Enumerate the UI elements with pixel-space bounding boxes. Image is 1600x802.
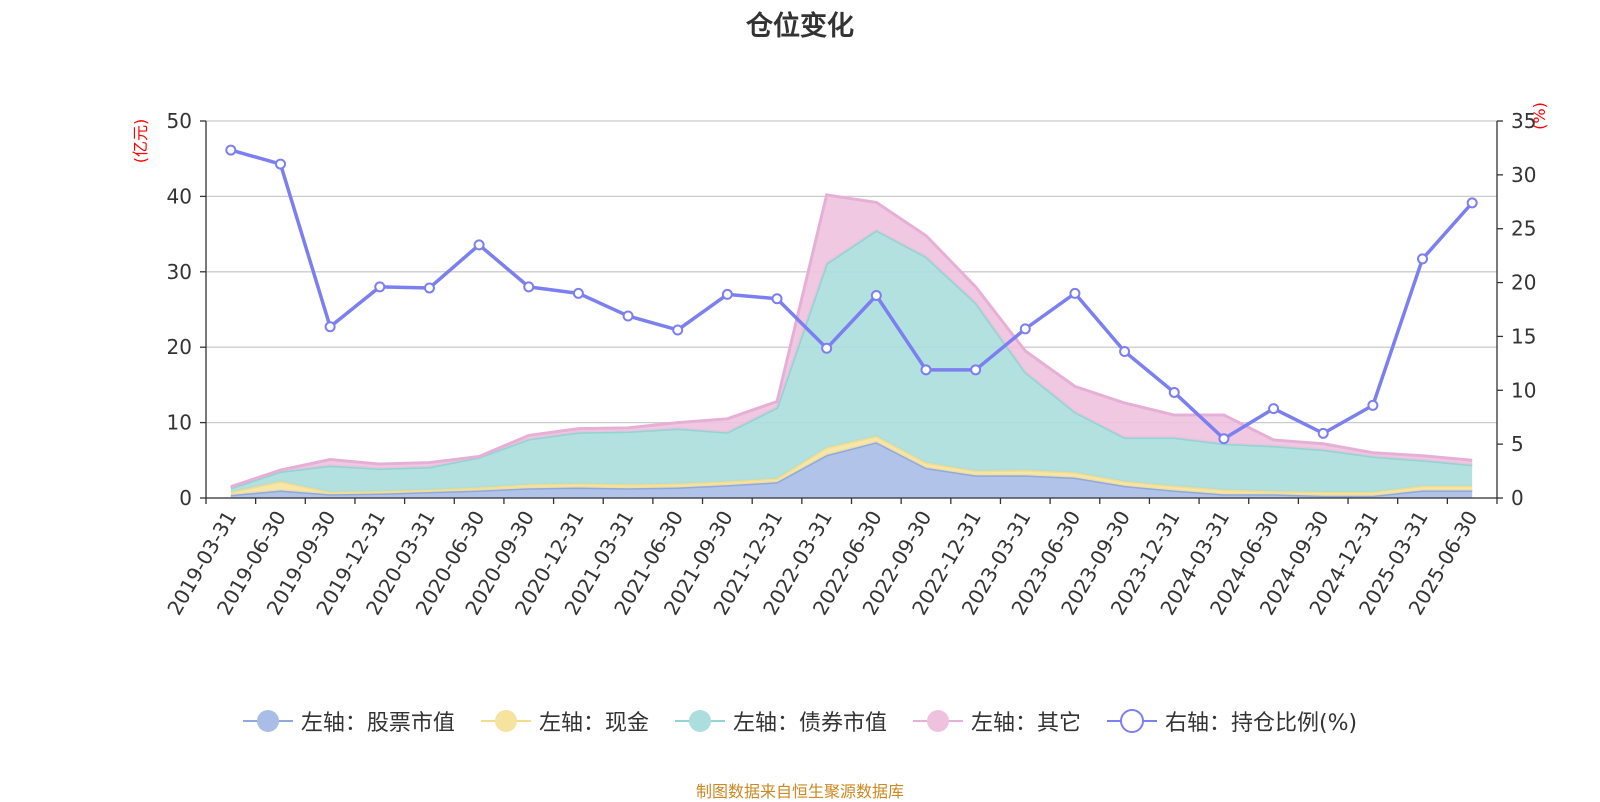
- ratio-point: [970, 364, 982, 376]
- legend-label: 左轴：其它: [970, 711, 1081, 736]
- left-tick-label: 10: [167, 411, 192, 435]
- ratio-line: [230, 148, 1474, 441]
- ratio-point: [1019, 323, 1031, 335]
- right-tick-label: 25: [1511, 217, 1536, 241]
- ratio-point: [225, 144, 237, 156]
- ratio-point: [1268, 403, 1280, 415]
- ratio-point: [473, 239, 485, 251]
- ratio-point: [721, 288, 733, 300]
- left-tick-label: 0: [179, 486, 192, 510]
- legend-swatch-icon: [674, 710, 725, 732]
- right-tick-label: 15: [1511, 324, 1536, 348]
- ratio-point: [920, 364, 932, 376]
- left-tick-label: 50: [167, 109, 192, 133]
- right-axis-unit: (%): [1530, 102, 1549, 130]
- left-axis-unit: (亿元): [131, 119, 150, 164]
- left-tick-label: 20: [167, 335, 192, 359]
- right-tick-label: 10: [1511, 378, 1536, 402]
- right-tick-label: 0: [1511, 486, 1524, 510]
- ratio-point: [1317, 427, 1329, 439]
- area-cash: [230, 436, 1473, 496]
- legend-label: 左轴：股票市值: [300, 711, 455, 736]
- area-other: [230, 194, 1473, 489]
- legend-cash[interactable]: 左轴：现金: [480, 705, 649, 737]
- chart-title: 仓位变化: [746, 11, 854, 42]
- ratio-point: [274, 158, 286, 170]
- legend-bond[interactable]: 左轴：债券市值: [674, 705, 887, 737]
- legend-stock[interactable]: 左轴：股票市值: [242, 705, 455, 737]
- legend-swatch-icon: [242, 710, 293, 732]
- ratio-point: [771, 293, 783, 305]
- legend-label: 右轴：持仓比例(%): [1164, 711, 1358, 736]
- legend-label: 左轴：债券市值: [732, 711, 887, 736]
- left-tick-label: 40: [167, 184, 192, 208]
- ratio-point: [1069, 287, 1081, 299]
- ratio-line-layer: [225, 144, 1478, 445]
- area-stock-value: [230, 442, 1473, 498]
- ratio-point: [423, 282, 435, 294]
- right-tick-label: 20: [1511, 271, 1536, 295]
- ratio-point: [374, 281, 386, 293]
- legend-label: 左轴：现金: [538, 711, 649, 736]
- legend-swatch-icon: [1106, 709, 1157, 733]
- area-other-edge: [230, 193, 1473, 489]
- ratio-point: [622, 310, 634, 322]
- ratio-point: [1218, 433, 1230, 445]
- source-note: 制图数据来自恒生聚源数据库: [695, 782, 904, 801]
- right-tick-label: 35: [1511, 109, 1536, 133]
- legend-swatch-icon: [480, 710, 531, 732]
- right-tick-label: 30: [1511, 163, 1536, 187]
- chart-canvas: 01020304050051015202530352019-03-312019-…: [131, 102, 1549, 619]
- ratio-point: [870, 289, 882, 301]
- ratio-point: [324, 321, 336, 333]
- ratio-point: [821, 342, 833, 354]
- legend-other[interactable]: 左轴：其它: [912, 705, 1081, 737]
- ratio-point: [672, 324, 684, 336]
- left-tick-label: 30: [167, 260, 192, 284]
- ratio-point: [1417, 253, 1429, 265]
- ratio-point: [1119, 346, 1131, 358]
- ratio-point: [523, 281, 535, 293]
- ratio-point: [1367, 399, 1379, 411]
- right-tick-label: 5: [1511, 432, 1524, 456]
- ratio-point: [572, 287, 584, 299]
- ratio-point: [1466, 197, 1478, 209]
- stacked-areas: [230, 193, 1473, 498]
- legend-swatch-icon: [912, 710, 963, 732]
- legend-ratio[interactable]: 右轴：持仓比例(%): [1106, 705, 1358, 737]
- area-bond-value: [230, 230, 1473, 492]
- ratio-point: [1168, 386, 1180, 398]
- legend: 左轴：股票市值 左轴：现金 左轴：债券市值 左轴：其它 右轴：持仓比例(%): [0, 705, 1600, 737]
